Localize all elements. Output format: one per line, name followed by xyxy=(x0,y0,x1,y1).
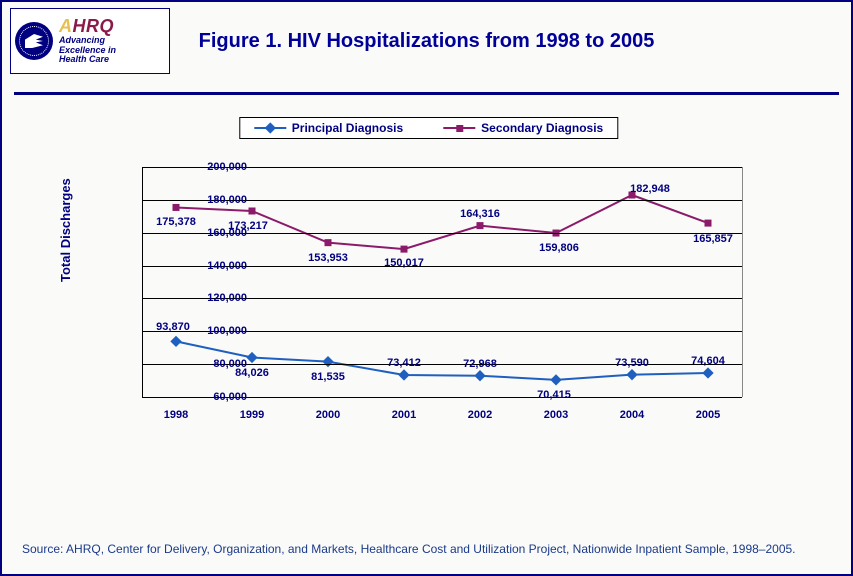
y-tick-label: 160,000 xyxy=(187,227,247,239)
figure-title: Figure 1. HIV Hospitalizations from 1998… xyxy=(2,30,851,53)
header-divider xyxy=(14,92,839,95)
x-tick-label: 1999 xyxy=(227,409,277,421)
data-marker xyxy=(246,352,257,363)
data-label: 73,412 xyxy=(387,357,421,369)
data-label: 159,806 xyxy=(539,242,579,254)
legend-label-principal: Principal Diagnosis xyxy=(292,121,403,135)
x-tick-label: 1998 xyxy=(151,409,201,421)
y-tick-label: 140,000 xyxy=(187,260,247,272)
y-tick-label: 80,000 xyxy=(187,358,247,370)
data-marker xyxy=(550,374,561,385)
figure-frame: AAHRQHRQ Advancing Excellence in Health … xyxy=(0,0,853,576)
data-marker xyxy=(702,367,713,378)
data-label: 73,590 xyxy=(615,357,649,369)
data-marker xyxy=(705,220,712,227)
data-label: 72,968 xyxy=(463,358,497,370)
legend-item-secondary: Secondary Diagnosis xyxy=(443,121,603,135)
data-marker xyxy=(626,369,637,380)
data-label: 182,948 xyxy=(630,183,670,195)
data-label: 93,870 xyxy=(156,321,190,333)
x-tick-label: 2005 xyxy=(683,409,733,421)
data-label: 164,316 xyxy=(460,208,500,220)
legend-item-principal: Principal Diagnosis xyxy=(254,121,403,135)
x-tick-label: 2002 xyxy=(455,409,505,421)
y-tick-label: 200,000 xyxy=(187,161,247,173)
right-border xyxy=(742,167,743,397)
tagline-3: Health Care xyxy=(59,55,116,64)
data-marker xyxy=(477,222,484,229)
data-label: 150,017 xyxy=(384,257,424,269)
y-axis-label: Total Discharges xyxy=(58,178,73,282)
legend: Principal Diagnosis Secondary Diagnosis xyxy=(239,117,618,139)
x-tick-label: 2003 xyxy=(531,409,581,421)
source-text: Source: AHRQ, Center for Delivery, Organ… xyxy=(22,542,831,556)
data-label: 153,953 xyxy=(308,252,348,264)
data-marker xyxy=(474,370,485,381)
y-tick-label: 60,000 xyxy=(187,391,247,403)
x-tick-label: 2004 xyxy=(607,409,657,421)
data-marker xyxy=(325,239,332,246)
data-marker xyxy=(249,208,256,215)
data-marker xyxy=(322,356,333,367)
data-marker xyxy=(173,204,180,211)
x-tick-label: 2001 xyxy=(379,409,429,421)
data-marker xyxy=(398,369,409,380)
data-label: 74,604 xyxy=(691,355,725,367)
legend-label-secondary: Secondary Diagnosis xyxy=(481,121,603,135)
data-label: 81,535 xyxy=(311,371,345,383)
y-tick-label: 100,000 xyxy=(187,325,247,337)
chart: Principal Diagnosis Secondary Diagnosis … xyxy=(2,102,853,482)
y-tick-label: 120,000 xyxy=(187,292,247,304)
header: AAHRQHRQ Advancing Excellence in Health … xyxy=(2,2,851,92)
data-marker xyxy=(401,246,408,253)
x-tick-label: 2000 xyxy=(303,409,353,421)
y-tick-label: 180,000 xyxy=(187,194,247,206)
data-label: 70,415 xyxy=(537,389,571,401)
data-marker xyxy=(170,336,181,347)
data-label: 165,857 xyxy=(693,233,733,245)
